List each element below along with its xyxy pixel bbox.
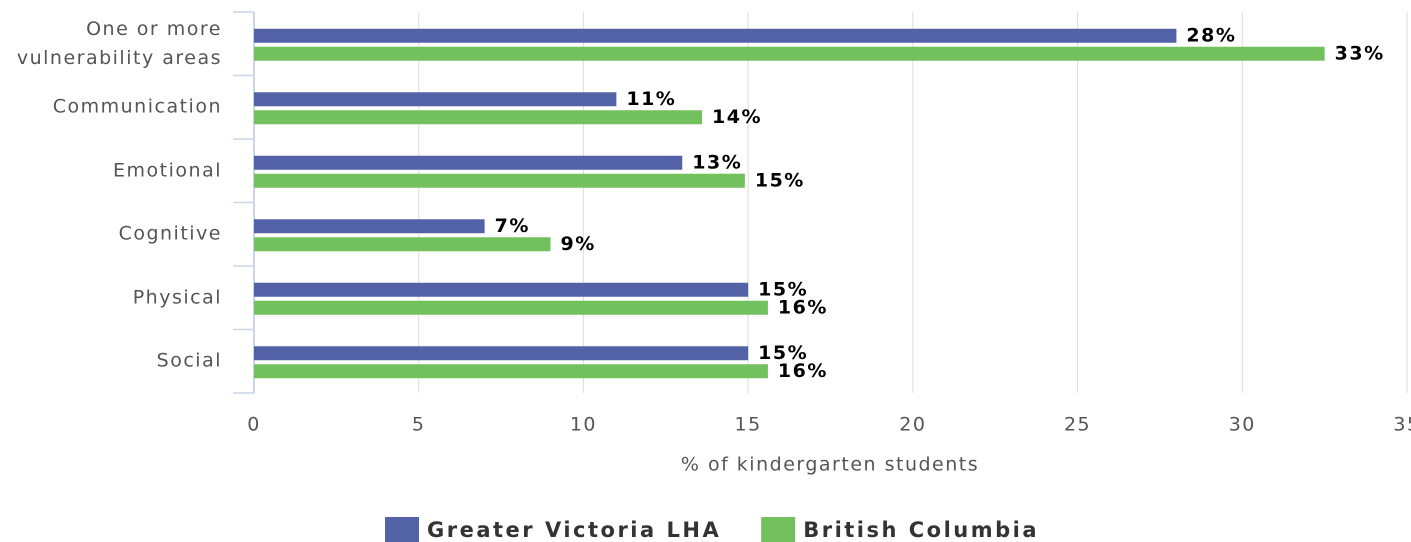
data-label: 16% [778, 360, 828, 382]
data-label: 15% [755, 169, 805, 191]
data-label: 14% [712, 106, 762, 128]
x-tick-label: 20 [899, 414, 926, 436]
bar [254, 300, 768, 315]
legend-swatch [385, 517, 419, 542]
y-tick-label: Emotional [113, 159, 222, 182]
y-tick-label: Communication [52, 95, 222, 118]
x-tick-label: 5 [412, 414, 426, 436]
data-label: 16% [778, 296, 828, 318]
y-tick-label: Physical [132, 286, 222, 309]
x-axis-title: % of kindergarten students [681, 454, 979, 476]
x-tick-label: 10 [570, 414, 597, 436]
bar [254, 92, 617, 107]
legend-label: British Columbia [803, 518, 1039, 542]
bar [254, 155, 683, 170]
x-tick-label: 15 [735, 414, 762, 436]
bar [254, 28, 1177, 43]
data-label: 11% [626, 88, 676, 110]
legend-swatch [761, 517, 796, 542]
bar [254, 364, 768, 379]
data-label: 28% [1186, 24, 1236, 46]
bar [254, 173, 745, 188]
x-tick-label: 30 [1229, 414, 1256, 436]
bar [254, 110, 703, 125]
y-tick-label: Social [156, 349, 222, 372]
data-label: 33% [1335, 42, 1385, 64]
bar [254, 282, 749, 297]
data-label: 13% [692, 151, 742, 173]
data-label: 15% [758, 278, 808, 300]
data-label: 7% [495, 215, 530, 237]
legend-label: Greater Victoria LHA [427, 518, 721, 542]
bar [254, 346, 749, 361]
bar [254, 237, 551, 252]
data-label: 15% [758, 342, 808, 364]
y-tick-label: One or more vulnerability areas [16, 17, 222, 69]
x-tick-label: 25 [1064, 414, 1091, 436]
x-tick-label: 35 [1393, 414, 1411, 436]
y-tick-label: Cognitive [118, 222, 222, 245]
data-label: 9% [560, 233, 595, 255]
bar [254, 46, 1325, 61]
bar [254, 219, 485, 234]
x-tick-label: 0 [247, 414, 261, 436]
